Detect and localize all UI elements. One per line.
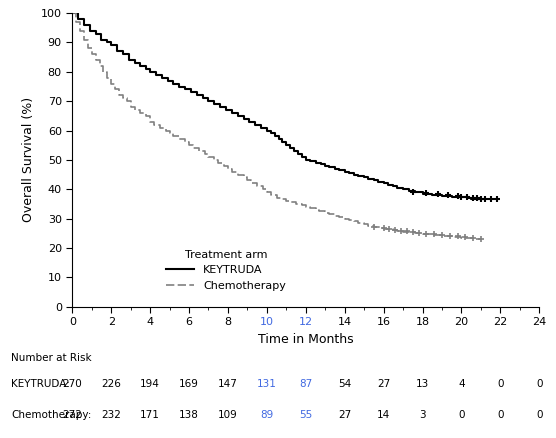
Text: 3: 3 bbox=[419, 410, 426, 420]
Text: 226: 226 bbox=[101, 379, 121, 389]
Text: 232: 232 bbox=[101, 410, 121, 420]
Text: 0: 0 bbox=[497, 410, 504, 420]
Text: 0: 0 bbox=[497, 379, 504, 389]
Text: 27: 27 bbox=[338, 410, 351, 420]
Text: 171: 171 bbox=[140, 410, 160, 420]
Text: 138: 138 bbox=[179, 410, 199, 420]
Text: 0: 0 bbox=[536, 410, 543, 420]
Text: 14: 14 bbox=[377, 410, 390, 420]
Text: 27: 27 bbox=[377, 379, 390, 389]
Text: 131: 131 bbox=[257, 379, 277, 389]
Text: Number at Risk: Number at Risk bbox=[11, 353, 92, 363]
Text: 194: 194 bbox=[140, 379, 160, 389]
Text: 147: 147 bbox=[218, 379, 238, 389]
Text: 54: 54 bbox=[338, 379, 351, 389]
Text: KEYTRUDA:: KEYTRUDA: bbox=[11, 379, 70, 389]
Legend: KEYTRUDA, Chemotherapy: KEYTRUDA, Chemotherapy bbox=[162, 245, 290, 295]
Text: 55: 55 bbox=[299, 410, 312, 420]
Y-axis label: Overall Survival (%): Overall Survival (%) bbox=[22, 97, 36, 223]
Text: 89: 89 bbox=[260, 410, 274, 420]
Text: 109: 109 bbox=[218, 410, 238, 420]
Text: 0: 0 bbox=[536, 379, 543, 389]
X-axis label: Time in Months: Time in Months bbox=[258, 332, 354, 346]
Text: 270: 270 bbox=[62, 379, 82, 389]
Text: 13: 13 bbox=[416, 379, 429, 389]
Text: 0: 0 bbox=[458, 410, 465, 420]
Text: 87: 87 bbox=[299, 379, 312, 389]
Text: Chemotherapy:: Chemotherapy: bbox=[11, 410, 92, 420]
Text: 272: 272 bbox=[62, 410, 82, 420]
Text: 4: 4 bbox=[458, 379, 465, 389]
Text: 169: 169 bbox=[179, 379, 199, 389]
